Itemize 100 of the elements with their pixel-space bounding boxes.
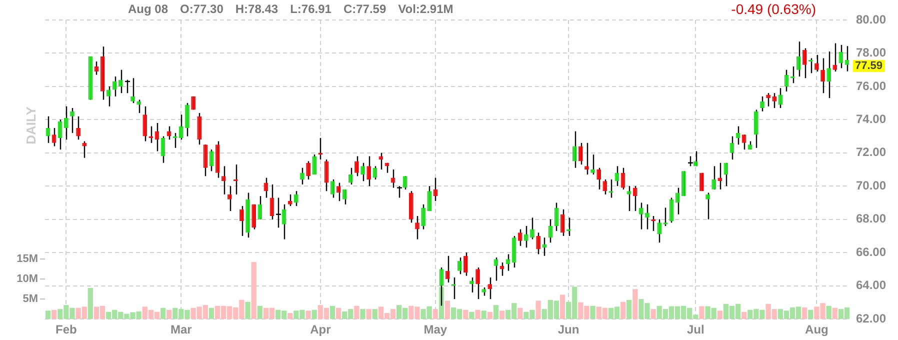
bar: [366, 309, 372, 319]
bar: [493, 305, 498, 319]
candlestick: [130, 78, 135, 104]
candlestick: [58, 119, 62, 150]
candlestick: [838, 44, 844, 69]
bar: [360, 309, 366, 319]
bar: [469, 312, 474, 319]
text: L:76.91: [290, 2, 332, 16]
x-tick-label: Feb: [56, 322, 77, 337]
bar: [208, 308, 214, 319]
candlestick: [258, 195, 262, 220]
bar: [354, 306, 360, 319]
candlestick: [814, 54, 819, 72]
candlestick: [142, 106, 148, 142]
candlestick: [494, 256, 498, 282]
y-tick-label: 64.00: [856, 278, 886, 292]
candlestick: [378, 152, 384, 170]
candlestick: [524, 225, 528, 248]
candlestick: [427, 186, 432, 212]
candlestick: [300, 167, 304, 186]
candlestick: [826, 50, 831, 99]
candlestick: [342, 188, 347, 205]
candlestick: [802, 48, 807, 79]
bar: [52, 310, 57, 319]
candlestick: [336, 182, 341, 202]
bar: [444, 300, 450, 319]
candlestick: [530, 217, 534, 240]
bar: [88, 288, 93, 319]
candlestick: [488, 276, 492, 300]
candlestick: [421, 204, 426, 230]
candlestick: [240, 205, 244, 237]
x-tick-label: Jul: [686, 322, 704, 337]
candlestick: [227, 186, 232, 212]
bar: [560, 294, 566, 319]
bar: [802, 307, 808, 319]
bar: [590, 306, 596, 319]
text: Vol:2.91M: [398, 2, 454, 16]
candlestick: [306, 160, 310, 180]
text: -0.49 (0.63%): [731, 1, 816, 17]
y-tick-label: 72.00: [856, 145, 886, 160]
bar: [699, 306, 704, 319]
bar: [626, 300, 632, 319]
candlestick: [360, 162, 365, 182]
candlestick: [52, 127, 56, 147]
bar: [432, 309, 438, 319]
candlestick: [712, 166, 716, 190]
bar: [475, 310, 480, 319]
bar: [742, 312, 747, 319]
bar: [251, 262, 256, 319]
y-tick-label: 78.00: [856, 46, 886, 60]
candlestick: [584, 142, 589, 176]
bar: [536, 300, 541, 319]
bar: [372, 309, 378, 319]
candlestick: [166, 126, 172, 140]
candlestick: [639, 202, 644, 230]
text: H:78.43: [235, 2, 278, 16]
candlestick: [754, 109, 758, 149]
bar: [245, 302, 250, 319]
bar: [288, 313, 293, 319]
bar: [632, 289, 638, 319]
bar: [620, 302, 626, 319]
bar: [160, 308, 166, 319]
x-tick-label: Apr: [310, 322, 332, 337]
candlestick: [264, 177, 268, 198]
y-tick-label: 62.00: [856, 311, 886, 326]
candlestick: [657, 218, 662, 244]
candlestick: [626, 186, 632, 212]
text: 77.59: [853, 60, 885, 72]
candlestick: [433, 177, 438, 202]
candlestick: [778, 88, 783, 109]
candlestick: [820, 58, 825, 94]
bar: [717, 310, 722, 319]
candlestick: [118, 69, 123, 94]
candlestick: [645, 204, 650, 230]
candlestick: [512, 235, 516, 268]
y-tick-label: 76.00: [856, 78, 886, 93]
candlestick: [572, 130, 577, 168]
bar: [336, 308, 342, 319]
bar: [832, 308, 838, 319]
bar: [463, 310, 468, 319]
candlestick: [348, 167, 353, 186]
candlestick: [366, 156, 371, 187]
bar: [45, 310, 51, 319]
candlestick: [64, 106, 68, 140]
candlestick: [312, 154, 317, 176]
candlestick: [596, 167, 601, 190]
y-tick-label: 70.00: [856, 178, 886, 192]
x-tick-label: Jun: [558, 322, 580, 337]
candlestick: [518, 228, 522, 247]
candlestick: [832, 42, 838, 72]
candlestick: [415, 215, 420, 240]
candlestick: [632, 186, 638, 212]
bar: [166, 310, 172, 319]
bar: [487, 312, 492, 319]
candlestick: [536, 232, 540, 255]
text: C:77.59: [343, 2, 386, 16]
candlestick: [548, 218, 553, 244]
candlestick: [724, 162, 728, 187]
bar: [518, 308, 523, 319]
candlestick: [578, 142, 583, 166]
